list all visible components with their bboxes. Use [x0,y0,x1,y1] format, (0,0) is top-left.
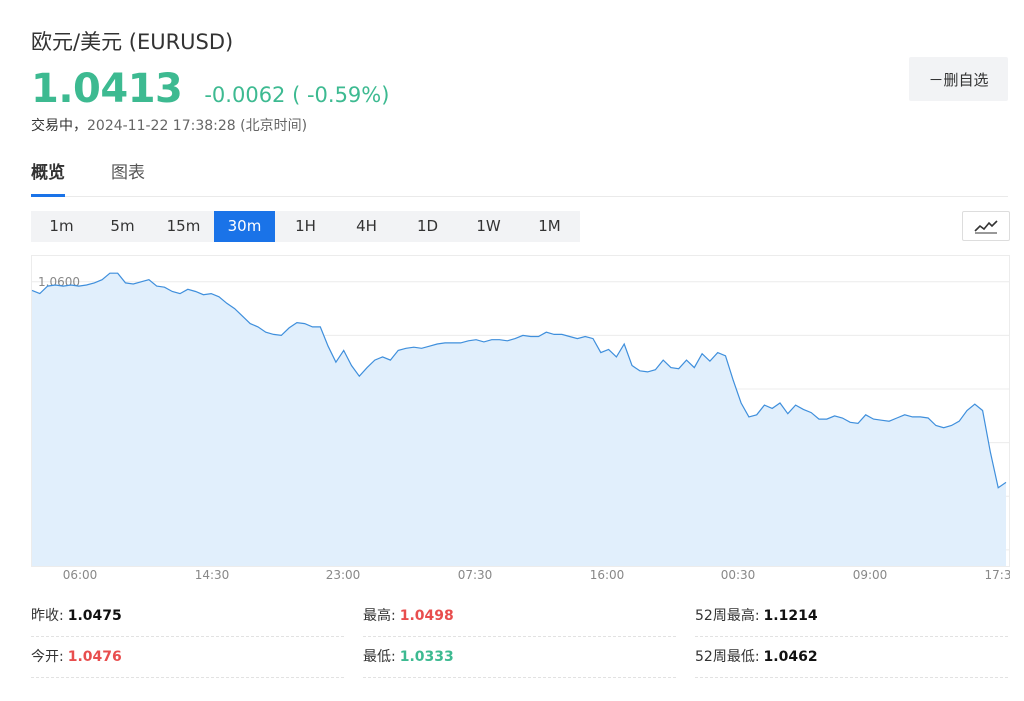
period-selector: 1m 5m 15m 30m 1H 4H 1D 1W 1M [31,211,580,242]
tab-chart[interactable]: 图表 [111,163,145,183]
stat-prev-close-value: 1.0475 [67,608,122,624]
chart-type-button[interactable] [962,211,1010,241]
price-row: 1.0413 -0.0062 ( -0.59%) [31,66,390,112]
x-tick-label: 14:30 [195,568,230,582]
main-tabs: 概览 图表 [31,160,1008,197]
period-1m[interactable]: 1m [49,217,74,235]
stat-52w-low: 52周最低: 1.0462 [695,637,1008,678]
stat-52w-high-label: 52周最高: [695,608,760,624]
stat-low: 最低: 1.0333 [363,637,676,678]
price-change: -0.0062 ( -0.59%) [204,83,390,107]
x-tick-label: 17:3 [985,568,1010,582]
trading-status: 交易中，2024-11-22 17:38:28 (北京时间) [31,115,307,135]
stat-open: 今开: 1.0476 [31,637,344,678]
stat-high: 最高: 1.0498 [363,596,676,637]
remove-favorite-button[interactable]: －删自选 [909,57,1008,101]
x-tick-label: 16:00 [590,568,625,582]
stat-prev-close: 昨收: 1.0475 [31,596,344,637]
x-tick-label: 07:30 [458,568,493,582]
period-1w[interactable]: 1W [476,217,501,235]
line-chart-icon [974,220,998,234]
stat-52w-low-label: 52周最低: [695,649,760,665]
x-tick-label: 00:30 [721,568,756,582]
stat-prev-close-label: 昨收: [31,608,64,624]
stat-open-label: 今开: [31,649,64,665]
x-tick-label: 06:00 [63,568,98,582]
stat-high-value: 1.0498 [399,608,454,624]
period-4h[interactable]: 4H [356,217,377,235]
price-line [31,272,1007,489]
instrument-title: 欧元/美元 (EURUSD) [31,30,234,54]
x-tick-label: 23:00 [326,568,361,582]
stat-52w-low-value: 1.0462 [763,649,818,665]
price-area [32,273,1006,566]
period-1d[interactable]: 1D [416,217,439,235]
x-tick-label: 09:00 [853,568,888,582]
price-chart: 1.06001.05501.05001.04501.04001.035006:0… [31,255,1010,582]
stat-low-label: 最低: [363,649,396,665]
last-price: 1.0413 [31,66,183,112]
status-label: 交易中， [31,118,87,134]
period-30m[interactable]: 30m [214,211,275,242]
stat-52w-high-value: 1.1214 [763,608,818,624]
period-1h[interactable]: 1H [295,217,316,235]
stat-52w-high: 52周最高: 1.1214 [695,596,1008,637]
stat-low-value: 1.0333 [399,649,454,665]
update-timestamp: 2024-11-22 17:38:28 (北京时间) [87,118,308,134]
period-5m[interactable]: 5m [110,217,135,235]
period-1m[interactable]: 1M [538,217,561,235]
stat-open-value: 1.0476 [67,649,122,665]
period-15m[interactable]: 15m [166,217,201,235]
tab-overview[interactable]: 概览 [31,160,65,197]
stat-high-label: 最高: [363,608,396,624]
